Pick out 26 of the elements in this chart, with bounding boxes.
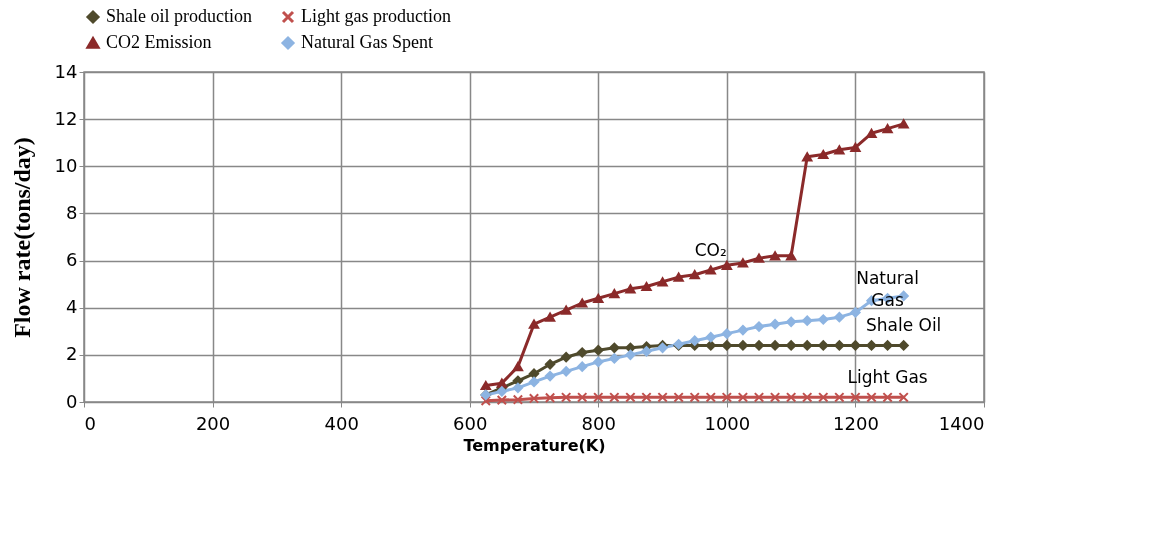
legend-label: Shale oil production <box>106 6 252 26</box>
x-tick-label: 200 <box>195 412 231 434</box>
x-tick-label: 600 <box>453 412 488 434</box>
annotation: CO₂ <box>694 240 727 260</box>
y-axis-title: Flow rate(tons/day) <box>8 137 35 338</box>
x-tick-label: 0 <box>84 412 96 434</box>
annotation: Light Gas <box>847 367 928 388</box>
y-tick-label: 0 <box>66 390 78 412</box>
x-tick-label: 1400 <box>938 412 985 434</box>
y-tick-label: 14 <box>54 60 78 82</box>
x-tick-label: 400 <box>324 412 359 434</box>
legend-label: Light gas production <box>301 6 451 26</box>
y-tick-label: 6 <box>66 249 78 271</box>
annotation: Natural Gas <box>856 268 919 311</box>
annotation: Shale Oil <box>865 315 942 336</box>
y-tick-label: 4 <box>66 296 78 318</box>
x-tick-label: 800 <box>581 412 616 434</box>
legend-label: CO2 Emission <box>106 32 212 52</box>
y-tick-label: 12 <box>54 107 78 129</box>
y-tick-label: 2 <box>66 343 78 365</box>
x-tick-label: 1200 <box>833 412 879 434</box>
y-tick-label: 8 <box>66 201 78 223</box>
x-axis-title: Temperature(K) <box>463 435 606 455</box>
legend-label: Natural Gas Spent <box>301 32 433 52</box>
x-tick-label: 1000 <box>704 412 751 434</box>
y-tick-label: 10 <box>54 154 78 176</box>
